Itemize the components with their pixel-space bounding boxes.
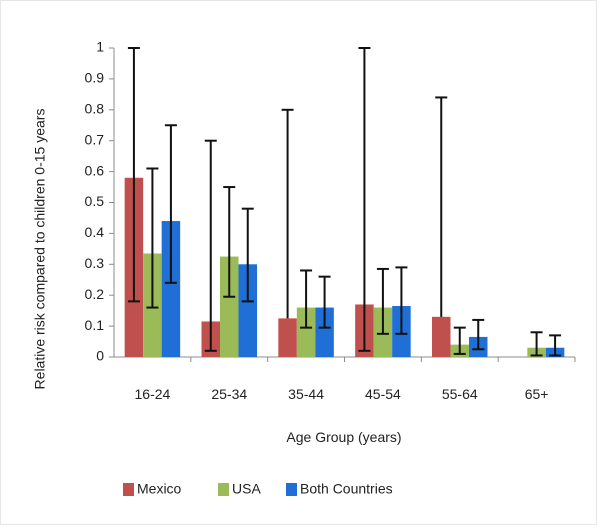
y-tick-label: 0 (96, 348, 104, 364)
x-tick-label: 55-64 (442, 386, 478, 402)
y-tick-label: 0.7 (85, 131, 105, 147)
bar (238, 264, 257, 357)
bar (315, 307, 334, 357)
legend-swatch (123, 483, 134, 496)
y-tick-label: 0.2 (85, 286, 105, 302)
x-tick-label: 25-34 (211, 386, 247, 402)
legend-label: Mexico (137, 481, 182, 497)
bars (124, 177, 565, 357)
y-tick-label: 1 (96, 39, 104, 55)
y-tick-label: 0.6 (85, 162, 105, 178)
y-tick-label: 0.9 (85, 70, 105, 86)
error-bars (127, 47, 562, 357)
x-tick-label: 16-24 (135, 386, 171, 402)
axes: 0 0.1 0.2 0.3 0.4 0.5 0.6 0.7 0.8 0.9 1 16-24 25-34 3… (85, 39, 576, 402)
legend-swatch (218, 483, 229, 496)
y-tick-label: 0.1 (85, 317, 105, 333)
x-tick-label: 35-44 (288, 386, 324, 402)
bar (161, 221, 181, 357)
bar (296, 307, 316, 357)
bar (432, 316, 451, 357)
x-axis-label: Age Group (years) (286, 429, 401, 445)
y-tick-label: 0.8 (85, 101, 105, 117)
legend-label: USA (232, 481, 261, 497)
x-tick-label: 65+ (525, 386, 549, 402)
bar (220, 256, 239, 357)
x-tick-label: 45-54 (365, 386, 401, 402)
y-tick-label: 0.3 (85, 255, 105, 271)
bar (278, 318, 297, 357)
legend-label: Both Countries (300, 481, 393, 497)
legend-swatch (286, 483, 297, 496)
y-tick-label: 0.4 (85, 224, 105, 240)
y-tick-label: 0.5 (85, 193, 105, 209)
y-axis-label: Relative risk compared to children 0-15 … (32, 109, 48, 390)
legend: Mexico USA Both Countries (123, 481, 393, 497)
